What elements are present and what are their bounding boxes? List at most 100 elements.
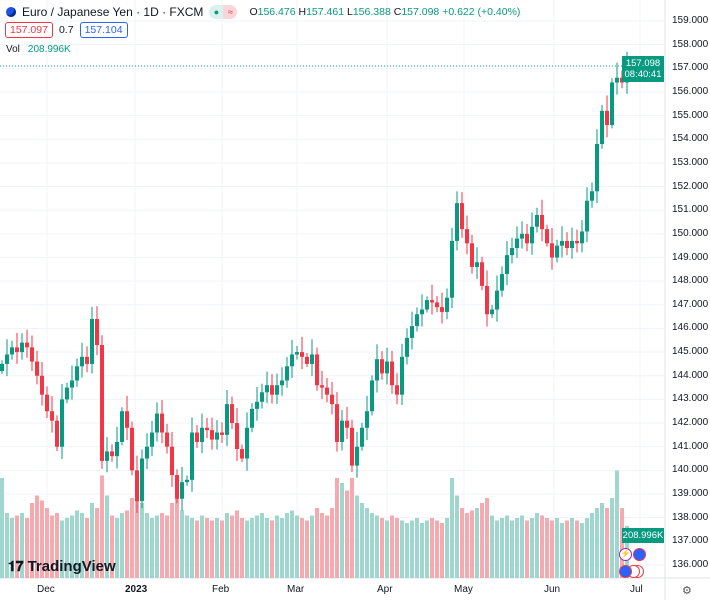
volume-bar [200,515,204,578]
volume-bar [405,523,409,578]
volume-bar [55,513,59,578]
volume-bar [235,510,239,578]
candle-body [535,214,539,227]
price-label: 146.000 [672,322,709,334]
volume-bar [205,518,209,578]
candle-body [220,432,224,435]
volume-legend: Vol 208.996K [6,44,71,55]
eur-event-icon[interactable] [619,565,632,578]
candle-body [495,290,499,310]
volume-bar [185,515,189,578]
candle-body [360,427,364,447]
sell-button[interactable]: 157.097 [5,22,53,38]
volume-bar [470,510,474,578]
settings-icon[interactable]: ⚙ [682,585,692,597]
volume-bar [245,520,249,578]
volume-bar [390,515,394,578]
candle-body [440,307,444,312]
volume-bar [45,508,49,578]
volume-bar [150,518,154,578]
time-label: Jun [544,584,561,595]
volume-bar [620,508,624,578]
volume-bar [480,503,484,578]
tv-logo-icon: 𝟏𝟕 [8,558,24,574]
candle-body [250,408,254,428]
volume-bar [165,515,169,578]
candle-body [95,318,99,346]
volume-bar [20,513,24,578]
price-label: 156.000 [672,85,709,97]
candle-body [235,423,239,450]
candle-body [585,200,589,232]
buy-button[interactable]: 157.104 [79,22,128,38]
lightning-event-icon[interactable]: ⚡ [619,548,632,561]
volume-bar [610,498,614,578]
price-label: 149.000 [672,251,709,263]
volume-bar [430,518,434,578]
candle-body [370,380,374,412]
volume-bar [475,508,479,578]
price-label: 141.000 [672,440,709,452]
price-label: 147.000 [672,298,709,310]
volume-bar [580,523,584,578]
candle-body [285,366,289,381]
candle-body [110,451,114,457]
candle-body [15,347,19,353]
candle-body [520,233,524,239]
ohlc-values: O156.476 H157.461 L156.388 C157.098 +0.6… [249,6,521,18]
spread: 0.7 [58,24,74,36]
volume-bar [515,518,519,578]
candle-body [365,411,369,428]
volume-bar [285,513,289,578]
market-status[interactable]: ● ≈ [209,5,238,19]
time-label: Mar [287,584,305,595]
volume-bar [530,518,534,578]
volume-bar [570,518,574,578]
price-label: 145.000 [672,346,709,358]
candle-body [605,110,609,126]
volume-bar [295,515,299,578]
symbol-title[interactable]: Euro / Japanese Yen · 1D · FXCM [22,5,204,19]
candle-body [185,479,189,483]
candle-body [445,297,449,312]
volume-bar [300,518,304,578]
symbol-header: Euro / Japanese Yen · 1D · FXCM ● ≈ O156.… [6,5,520,19]
volume-bar [585,518,589,578]
candle-body [275,385,279,395]
volume-bar [100,475,104,578]
candle-body [60,399,64,447]
candle-body [455,203,459,241]
eur-flag-icon [6,7,16,17]
price-label: 138.000 [672,511,709,523]
candle-body [540,214,544,230]
price-label: 139.000 [672,488,709,499]
candle-body [500,274,504,291]
volume-bar [490,515,494,578]
candle-body [25,342,29,348]
candle-body [130,427,134,471]
candle-body [225,404,229,435]
price-label: 157.000 [672,62,709,74]
candle-body [450,240,454,298]
candle-body [170,446,174,476]
candle-body [200,427,204,442]
candle-body [280,380,284,386]
candle-body [205,427,209,431]
candle-body [415,314,419,327]
eur-event-icon[interactable] [633,548,646,561]
candle-body [475,262,479,267]
volume-bar [120,513,124,578]
candle-body [160,413,164,433]
tradingview-logo[interactable]: 𝟏𝟕 TradingView [8,558,116,575]
volume-bar [255,515,259,578]
volume-bar [350,478,354,578]
candle-body [380,359,384,374]
candle-body [40,375,44,395]
volume-bar [85,518,89,578]
volume-bar [130,498,134,578]
candle-body [575,240,579,244]
volume-bar [30,503,34,578]
volume-bar [540,515,544,578]
volume-bar [335,478,339,578]
